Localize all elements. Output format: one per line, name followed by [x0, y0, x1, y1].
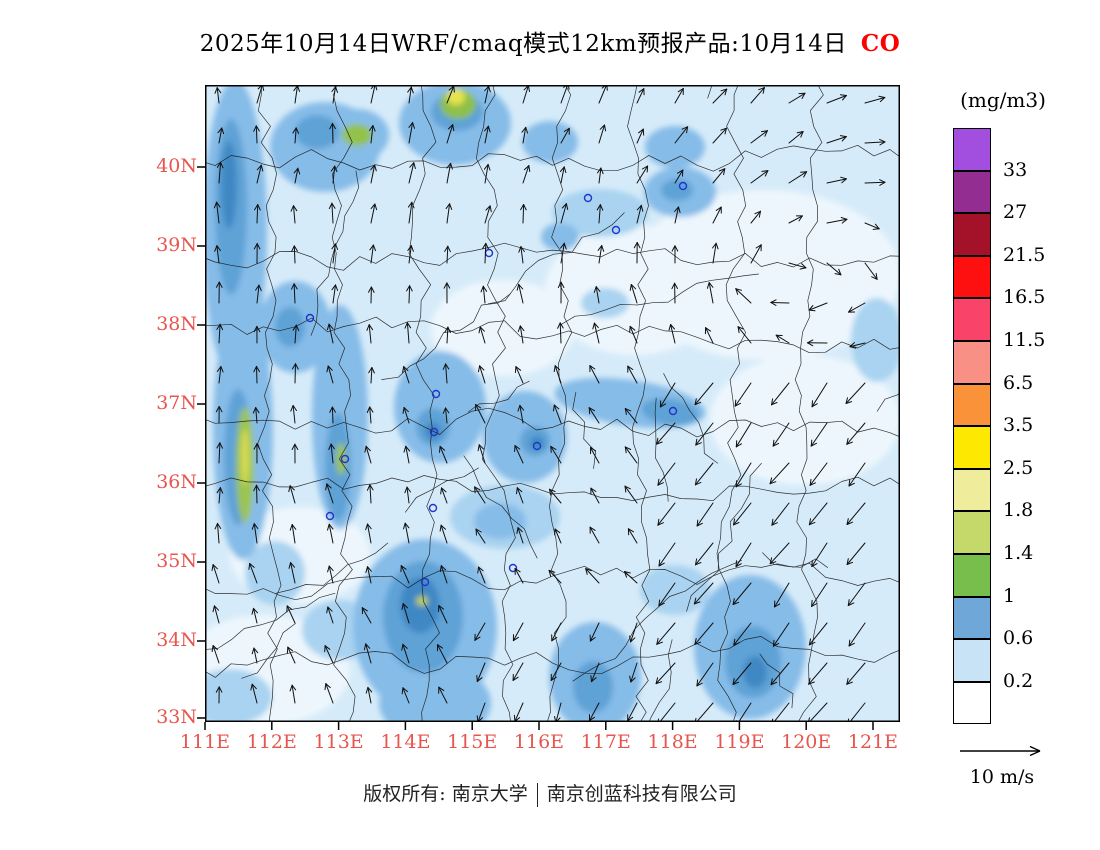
colorbar-tick-label: 11.5: [1003, 329, 1046, 351]
lat-tick-label: 40N: [156, 155, 197, 177]
lon-tick-label: 120E: [781, 731, 832, 753]
copyright-footer: 版权所有: 南京大学 南京创蓝科技有限公司: [0, 779, 1100, 807]
lon-tick-label: 118E: [647, 731, 698, 753]
colorbar-tick-label: 0.2: [1003, 669, 1034, 692]
colorbar-cell: [953, 255, 991, 299]
map-frame: [205, 85, 900, 722]
station-marker-icon: [429, 427, 439, 437]
admin-boundaries: [205, 85, 900, 722]
station-marker-icon: [678, 181, 688, 191]
lat-tick-label: 36N: [156, 471, 197, 493]
colorbar-tick-label: 6.5: [1003, 371, 1034, 394]
colorbar-tick-label: 27: [1003, 201, 1028, 224]
colorbar-cell: [953, 639, 991, 682]
chart-title: 2025年10月14日WRF/cmaq模式12km预报产品:10月14日 CO: [0, 24, 1100, 58]
station-marker-icon: [420, 577, 430, 587]
lat-tick-label: 35N: [156, 550, 197, 572]
colorbar-tick-label: 1.4: [1003, 542, 1034, 564]
wind-reference-arrow-icon: [960, 745, 1041, 757]
lon-tick-label: 113E: [313, 731, 364, 753]
lon-tick-label: 115E: [447, 731, 498, 753]
colorbar-cell: [953, 383, 991, 427]
station-marker-icon: [340, 454, 350, 464]
lat-tick-label: 39N: [156, 234, 197, 256]
colorbar-tick-label: 1: [1003, 584, 1016, 607]
station-marker-icon: [508, 563, 518, 573]
colorbar-cell: [953, 511, 991, 554]
colorbar-cell: [953, 128, 991, 171]
wind-legend-label: 10 m/s: [969, 766, 1035, 788]
colorbar-cell: [953, 681, 991, 725]
colorbar-tick-label: 3.5: [1003, 414, 1034, 437]
colorbar-units: (mg/m3): [960, 88, 1046, 112]
lon-tick-label: 117E: [580, 731, 631, 753]
colorbar-tick-label: 16.5: [1003, 286, 1046, 309]
wind-legend: 10 m/s: [938, 740, 1066, 788]
lon-tick-label: 116E: [513, 731, 565, 753]
footer-right: 南京创蓝科技有限公司: [546, 783, 737, 805]
station-marker-icon: [305, 313, 315, 323]
station-marker-icon: [431, 389, 441, 399]
station-markers: [305, 181, 688, 587]
map-area: 40N 39N 38N 37N 36N 35N 34N 33N 111E 112E 113E 114E…: [156, 85, 900, 753]
lon-tick-label: 112E: [246, 731, 297, 753]
station-marker-icon: [611, 225, 621, 235]
station-marker-icon: [428, 503, 438, 513]
station-marker-icon: [532, 441, 542, 451]
colorbar-cell: [953, 298, 991, 341]
title-text: 2025年10月14日WRF/cmaq模式12km预报产品:10月14日: [199, 31, 847, 57]
colorbar-tick-label: 1.8: [1003, 499, 1034, 522]
colorbar-tick-label: 21.5: [1003, 243, 1046, 266]
forecast-map: [197, 85, 900, 730]
colorbar-tick-label: 2.5: [1003, 456, 1034, 479]
colorbar-cell: [953, 213, 991, 256]
footer-divider: [536, 783, 538, 807]
lat-tick-label: 34N: [156, 629, 197, 651]
lat-tick-label: 33N: [156, 706, 197, 728]
co-concentration-field: [205, 85, 900, 722]
colorbar-cell: [953, 468, 991, 512]
station-marker-icon: [325, 511, 335, 521]
colorbar-cell: [953, 170, 991, 214]
lon-tick-label: 111E: [179, 731, 231, 753]
footer-left: 版权所有: 南京大学: [363, 783, 528, 805]
colorbar-cell: [953, 596, 991, 640]
colorbar: 33 27 21.5 16.5 11.5 6.5 3.5 2.5 1.8 1.4 1 0.6 0.2: [953, 128, 1063, 728]
lon-tick-label: 121E: [847, 731, 899, 753]
colorbar-cell: [953, 426, 991, 469]
station-marker-icon: [583, 193, 593, 203]
station-marker-icon: [668, 406, 678, 416]
lon-tick-label: 114E: [380, 731, 431, 753]
wind-vectors: [211, 85, 886, 722]
colorbar-cell: [953, 341, 991, 384]
title-species: CO: [860, 30, 901, 57]
lon-tick-label: 119E: [714, 731, 765, 753]
colorbar-tick-label: 33: [1003, 158, 1028, 181]
axis-ticks: [197, 166, 874, 730]
colorbar-tick-label: 0.6: [1003, 627, 1034, 650]
lat-tick-label: 37N: [156, 392, 197, 414]
colorbar-cell: [953, 554, 991, 597]
lat-tick-label: 38N: [156, 313, 197, 335]
